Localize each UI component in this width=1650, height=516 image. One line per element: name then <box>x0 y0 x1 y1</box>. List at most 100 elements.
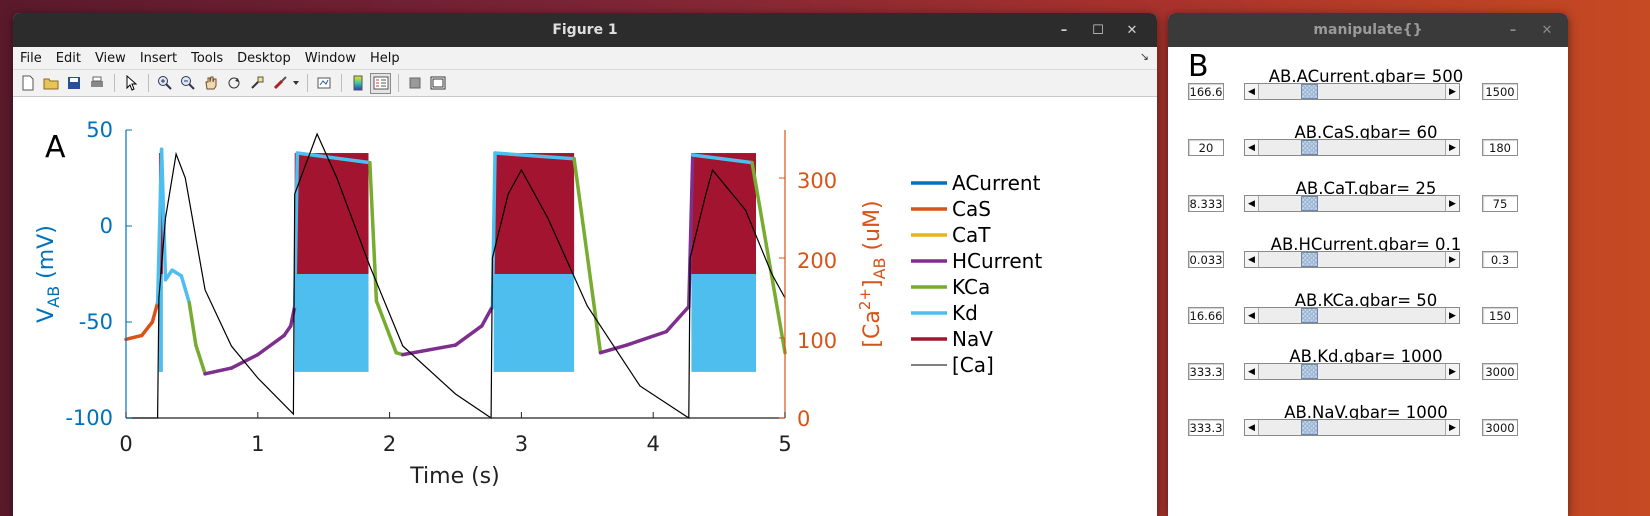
menu-file[interactable]: File <box>20 50 42 66</box>
legend-item: CaT <box>911 223 991 247</box>
slider-thumb[interactable] <box>1300 252 1318 267</box>
voltage-trace-segment <box>163 268 174 282</box>
minimize-button[interactable]: – <box>1060 22 1068 38</box>
gbar-slider[interactable]: ◀ ▶ <box>1244 139 1460 156</box>
new-figure-icon[interactable] <box>17 73 38 94</box>
minimize-button[interactable]: – <box>1509 22 1517 38</box>
slider-right-arrow-icon[interactable]: ▶ <box>1445 420 1459 435</box>
slider-right-arrow-icon[interactable]: ▶ <box>1445 140 1459 155</box>
slider-max-field[interactable]: 75 <box>1482 195 1518 212</box>
open-file-icon[interactable] <box>40 73 61 94</box>
x-tick-label: 4 <box>647 432 660 456</box>
show-plot-tools-icon[interactable] <box>427 73 448 94</box>
slider-max-field[interactable]: 1500 <box>1482 83 1518 100</box>
slider-min-field[interactable]: 333.3 <box>1188 419 1224 436</box>
slider-right-arrow-icon[interactable]: ▶ <box>1445 364 1459 379</box>
slider-thumb[interactable] <box>1300 420 1318 435</box>
nav-burst-region <box>294 153 369 274</box>
slider-thumb[interactable] <box>1300 140 1318 155</box>
slider-right-arrow-icon[interactable]: ▶ <box>1445 252 1459 267</box>
slider-label: AB.Kd.gbar= 1000 <box>1289 347 1443 366</box>
slider-label: AB.NaV.gbar= 1000 <box>1284 403 1448 422</box>
slider-right-arrow-icon[interactable]: ▶ <box>1445 196 1459 211</box>
slider-min-field[interactable]: 20 <box>1188 139 1224 156</box>
maximize-button[interactable]: ☐ <box>1092 22 1104 38</box>
slider-left-arrow-icon[interactable]: ◀ <box>1245 84 1259 99</box>
gbar-slider[interactable]: ◀ ▶ <box>1244 251 1460 268</box>
manipulate-titlebar: manipulate{} – ✕ <box>1168 13 1568 47</box>
colorbar-icon[interactable] <box>347 73 368 94</box>
data-cursor-icon[interactable] <box>246 73 267 94</box>
print-icon[interactable] <box>86 73 107 94</box>
figure-toolbar <box>13 70 1157 97</box>
slider-min-field[interactable]: 16.66 <box>1188 307 1224 324</box>
rotate-icon[interactable] <box>223 73 244 94</box>
kd-burst-region <box>158 274 163 372</box>
slider-max-field[interactable]: 150 <box>1482 307 1518 324</box>
slider-left-arrow-icon[interactable]: ◀ <box>1245 252 1259 267</box>
slider-left-arrow-icon[interactable]: ◀ <box>1245 364 1259 379</box>
slider-label: AB.HCurrent.gbar= 0.1 <box>1270 235 1462 254</box>
zoom-in-icon[interactable] <box>154 73 175 94</box>
voltage-trace-segment <box>750 160 787 355</box>
voltage-trace-segment <box>256 333 286 357</box>
slider-min-field[interactable]: 0.033 <box>1188 251 1224 268</box>
menu-window[interactable]: Window <box>304 50 357 66</box>
hide-plot-tools-icon[interactable] <box>404 73 425 94</box>
slider-thumb[interactable] <box>1300 196 1318 211</box>
slider-thumb[interactable] <box>1300 84 1318 99</box>
nav-burst-region <box>493 153 575 274</box>
dock-arrow-icon[interactable]: ↘ <box>1139 50 1149 63</box>
menu-insert[interactable]: Insert <box>139 50 178 66</box>
plot-traces <box>124 132 787 420</box>
slider-left-arrow-icon[interactable]: ◀ <box>1245 140 1259 155</box>
close-button[interactable]: ✕ <box>1126 22 1138 38</box>
slider-min-field[interactable]: 166.6 <box>1188 83 1224 100</box>
slider-right-arrow-icon[interactable]: ▶ <box>1445 308 1459 323</box>
menu-desktop[interactable]: Desktop <box>237 50 291 66</box>
gbar-slider[interactable]: ◀ ▶ <box>1244 307 1460 324</box>
menu-view[interactable]: View <box>94 50 126 66</box>
slider-left-arrow-icon[interactable]: ◀ <box>1245 420 1259 435</box>
gbar-slider[interactable]: ◀ ▶ <box>1244 419 1460 436</box>
voltage-trace-segment <box>203 366 234 376</box>
gbar-slider[interactable]: ◀ ▶ <box>1244 83 1460 100</box>
brush-dropdown-icon[interactable] <box>292 73 300 94</box>
link-plot-icon[interactable] <box>313 73 334 94</box>
slider-left-arrow-icon[interactable]: ◀ <box>1245 196 1259 211</box>
close-button[interactable]: ✕ <box>1541 22 1553 38</box>
slider-label: AB.KCa.gbar= 50 <box>1294 291 1438 310</box>
slider-left-arrow-icon[interactable]: ◀ <box>1245 308 1259 323</box>
slider-min-field[interactable]: 333.3 <box>1188 363 1224 380</box>
legend-item: [Ca] <box>911 353 994 377</box>
x-tick-label: 2 <box>383 432 396 456</box>
slider-thumb[interactable] <box>1300 364 1318 379</box>
save-icon[interactable] <box>63 73 84 94</box>
slider-max-field[interactable]: 0.3 <box>1482 251 1518 268</box>
pan-hand-icon[interactable] <box>200 73 221 94</box>
voltage-trace-segment <box>480 304 495 328</box>
pointer-icon[interactable] <box>120 73 141 94</box>
toolbar-separator <box>148 74 149 92</box>
menu-help[interactable]: Help <box>370 50 400 66</box>
menu-tools[interactable]: Tools <box>191 50 224 66</box>
gbar-slider[interactable]: ◀ ▶ <box>1244 195 1460 212</box>
y-left-tick-label: 0 <box>100 214 113 238</box>
slider-right-arrow-icon[interactable]: ▶ <box>1445 84 1459 99</box>
voltage-trace-segment <box>598 343 629 355</box>
svg-text:CaT: CaT <box>952 223 991 247</box>
voltage-trace-segment <box>453 324 484 347</box>
legend-item: Kd <box>911 301 978 325</box>
gbar-slider[interactable]: ◀ ▶ <box>1244 363 1460 380</box>
slider-max-field[interactable]: 3000 <box>1482 363 1518 380</box>
slider-max-field[interactable]: 180 <box>1482 139 1518 156</box>
svg-text:[Ca]: [Ca] <box>952 353 994 377</box>
menu-edit[interactable]: Edit <box>55 50 81 66</box>
brush-icon[interactable] <box>269 73 290 94</box>
slider-min-field[interactable]: 8.333 <box>1188 195 1224 212</box>
slider-max-field[interactable]: 3000 <box>1482 419 1518 436</box>
y-right-tick-label: 100 <box>797 329 837 353</box>
zoom-out-icon[interactable] <box>177 73 198 94</box>
legend-icon[interactable] <box>370 72 391 94</box>
slider-thumb[interactable] <box>1300 308 1318 323</box>
